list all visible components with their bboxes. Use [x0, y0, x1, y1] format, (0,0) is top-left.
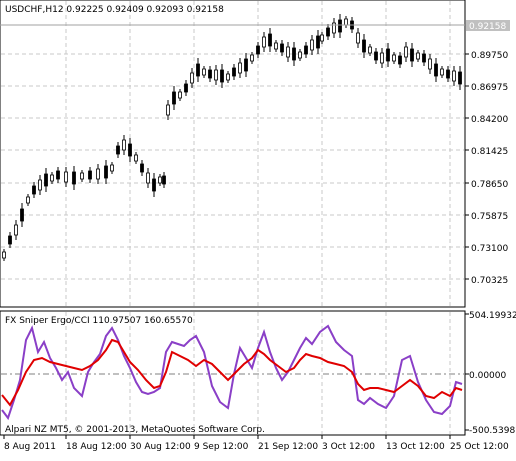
- time-tick-label: 13 Oct 12:00: [386, 442, 445, 452]
- price-tick-label: 0.86975: [471, 83, 508, 93]
- time-tick-label: 18 Aug 12:00: [66, 442, 127, 452]
- time-tick-label: 21 Sep 12:00: [258, 442, 318, 452]
- indicator-grid: [1, 312, 464, 434]
- indicator-axis-zero: 0.00000: [469, 371, 506, 381]
- cci-line: [1, 324, 463, 421]
- price-axis[interactable]: 0.89750 0.86975 0.84200 0.81425 0.78650 0.758…: [465, 51, 508, 286]
- price-tick-label: 0.70325: [471, 276, 508, 286]
- current-price-label: 0.92158: [469, 22, 506, 32]
- current-price-badge: [466, 20, 510, 31]
- time-tick-label: 25 Oct 12:00: [450, 442, 509, 452]
- price-tick-label: 0.84200: [471, 115, 508, 125]
- price-tick-label: 0.89750: [471, 51, 508, 61]
- time-tick-label: 9 Sep 12:00: [194, 442, 249, 452]
- time-tick-label: 8 Aug 2011: [4, 442, 56, 452]
- indicator-pane[interactable]: [0, 310, 466, 436]
- time-tick-label: 30 Aug 12:00: [130, 442, 191, 452]
- price-tick-label: 0.73100: [471, 244, 508, 254]
- price-bars: [2, 14, 462, 261]
- time-axis[interactable]: 8 Aug 2011 18 Aug 12:00 30 Aug 12:00 9 Sep …: [3, 435, 509, 452]
- indicator-axis-top: 504.19932: [469, 311, 516, 321]
- ergo-line: [1, 338, 463, 407]
- price-tick-label: 0.75875: [471, 212, 508, 222]
- price-tick-label: 0.81425: [471, 147, 508, 157]
- watermark: Alpari NZ MT5, © 2001-2013, MetaQuotes S…: [5, 425, 265, 435]
- indicator-axis[interactable]: 504.19932 0.00000 -500.53987: [465, 311, 516, 436]
- chart-header: USDCHF,H12 0.92225 0.92409 0.92093 0.921…: [5, 5, 224, 15]
- indicator-header: FX Sniper Ergo/CCI 110.97507 160.65570: [5, 316, 193, 326]
- price-tick-label: 0.78650: [471, 180, 508, 190]
- time-tick-label: 3 Oct 12:00: [322, 442, 375, 452]
- price-pane[interactable]: [0, 0, 466, 308]
- indicator-axis-bottom: -500.53987: [469, 426, 516, 436]
